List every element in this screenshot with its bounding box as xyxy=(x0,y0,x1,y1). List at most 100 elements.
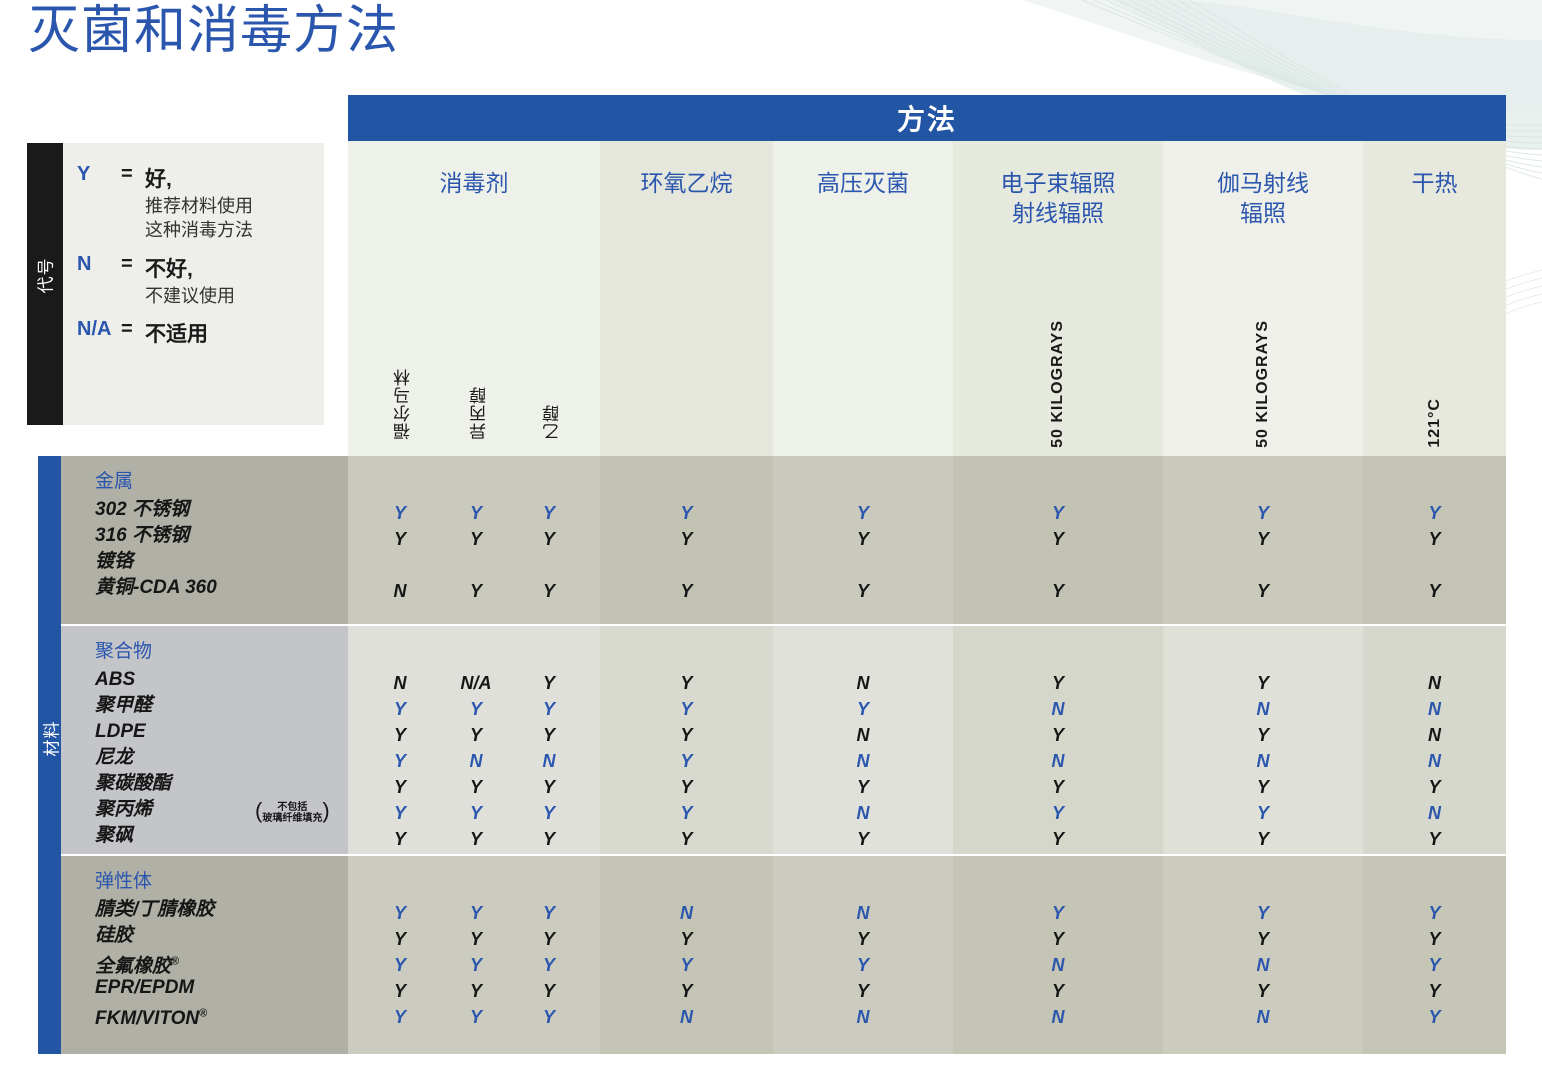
table-cell-value[interactable]: Y xyxy=(393,529,407,549)
table-cell-value[interactable]: N xyxy=(856,725,870,745)
table-cell-value[interactable]: Y xyxy=(856,529,870,549)
table-cell-value[interactable]: Y xyxy=(393,981,407,1001)
material-row-label[interactable]: 硅胶 xyxy=(95,924,134,946)
table-cell-value[interactable]: N xyxy=(1428,699,1441,719)
table-cell-value[interactable]: N xyxy=(856,1007,870,1027)
table-cell-value[interactable]: N xyxy=(1051,751,1065,771)
material-row-label[interactable]: 302 不锈钢 xyxy=(95,498,189,520)
table-cell-value[interactable]: Y xyxy=(393,699,407,719)
table-cell-value[interactable]: Y xyxy=(1051,777,1065,797)
table-cell-value[interactable]: Y xyxy=(856,699,870,719)
table-cell-value[interactable]: N xyxy=(1428,673,1441,693)
table-cell-value[interactable]: Y xyxy=(1428,903,1441,923)
table-cell-value[interactable]: Y xyxy=(542,777,556,797)
table-cell-value[interactable]: Y xyxy=(1051,803,1065,823)
table-cell-value[interactable]: N xyxy=(469,751,483,771)
table-cell-value[interactable]: N xyxy=(1051,699,1065,719)
material-row-label[interactable]: 尼龙 xyxy=(95,746,134,768)
table-cell-value[interactable]: Y xyxy=(542,725,556,745)
table-cell-value[interactable]: Y xyxy=(856,955,870,975)
column-header-dryheat[interactable]: 干热 121°C xyxy=(1363,141,1506,456)
table-cell-value[interactable]: N/A xyxy=(460,673,492,693)
table-cell-value[interactable]: Y xyxy=(393,929,407,949)
table-cell-value[interactable]: Y xyxy=(680,699,693,719)
material-row-label[interactable]: LDPE xyxy=(95,720,146,742)
table-cell-value[interactable]: N xyxy=(856,673,870,693)
table-cell-value[interactable]: Y xyxy=(856,581,870,601)
table-cell-value[interactable]: Y xyxy=(680,777,693,797)
column-header-gamma[interactable]: 伽马射线 辐照 50 KILOGRAYS xyxy=(1163,141,1363,456)
material-row-label[interactable]: ABS xyxy=(95,668,136,690)
table-cell-value[interactable]: Y xyxy=(680,581,693,601)
table-cell-value[interactable]: N xyxy=(856,751,870,771)
table-cell-value[interactable]: Y xyxy=(1256,581,1270,601)
table-cell-value[interactable]: N xyxy=(680,1007,693,1027)
table-cell-value[interactable]: Y xyxy=(469,903,483,923)
table-cell-value[interactable]: Y xyxy=(393,903,407,923)
table-cell-value[interactable]: Y xyxy=(680,803,693,823)
table-cell-value[interactable]: Y xyxy=(1256,929,1270,949)
table-cell-value[interactable]: Y xyxy=(1051,673,1065,693)
table-cell-value[interactable]: Y xyxy=(393,829,407,849)
table-cell-value[interactable]: Y xyxy=(542,529,556,549)
material-row-label[interactable]: FKM/VITON® xyxy=(95,1007,208,1030)
table-cell-value[interactable]: Y xyxy=(1428,929,1441,949)
table-cell-value[interactable]: N xyxy=(393,581,407,601)
table-cell-value[interactable]: Y xyxy=(680,981,693,1001)
table-cell-value[interactable]: Y xyxy=(542,699,556,719)
column-header-autoclave[interactable]: 高压灭菌 xyxy=(773,141,953,456)
table-cell-value[interactable]: Y xyxy=(393,751,407,771)
table-cell-value[interactable]: N xyxy=(856,803,870,823)
table-cell-value[interactable]: Y xyxy=(469,955,483,975)
table-cell-value[interactable]: Y xyxy=(1051,529,1065,549)
table-cell-value[interactable]: Y xyxy=(469,503,483,523)
table-cell-value[interactable]: N xyxy=(542,751,556,771)
table-cell-value[interactable]: Y xyxy=(680,725,693,745)
material-row-label[interactable]: 316 不锈钢 xyxy=(95,524,189,546)
table-cell-value[interactable]: Y xyxy=(680,503,693,523)
column-header-eto[interactable]: 环氧乙烷 xyxy=(600,141,773,456)
table-cell-value[interactable]: Y xyxy=(1428,777,1441,797)
table-cell-value[interactable]: Y xyxy=(1051,903,1065,923)
table-cell-value[interactable]: Y xyxy=(856,981,870,1001)
table-cell-value[interactable]: Y xyxy=(1051,503,1065,523)
table-cell-value[interactable]: N xyxy=(1256,699,1270,719)
table-cell-value[interactable]: Y xyxy=(1256,803,1270,823)
column-header-disinfectant[interactable]: 消毒剂 福尔马林 异丙醇 乙醇 xyxy=(348,141,600,456)
table-cell-value[interactable]: Y xyxy=(856,929,870,949)
table-cell-value[interactable]: N xyxy=(1428,803,1441,823)
table-cell-value[interactable]: N xyxy=(1051,1007,1065,1027)
table-cell-value[interactable]: N xyxy=(1428,751,1441,771)
table-cell-value[interactable]: N xyxy=(680,903,693,923)
table-cell-value[interactable]: Y xyxy=(469,777,483,797)
table-cell-value[interactable]: Y xyxy=(680,673,693,693)
table-cell-value[interactable]: Y xyxy=(1428,829,1441,849)
table-cell-value[interactable]: Y xyxy=(680,829,693,849)
table-cell-value[interactable]: Y xyxy=(469,581,483,601)
table-cell-value[interactable]: Y xyxy=(542,903,556,923)
table-cell-value[interactable]: Y xyxy=(469,529,483,549)
table-cell-value[interactable]: Y xyxy=(1256,829,1270,849)
table-cell-value[interactable]: Y xyxy=(1428,581,1441,601)
table-cell-value[interactable]: Y xyxy=(1256,725,1270,745)
table-cell-value[interactable]: Y xyxy=(469,929,483,949)
table-cell-value[interactable]: Y xyxy=(469,699,483,719)
table-cell-value[interactable]: Y xyxy=(542,929,556,949)
table-cell-value[interactable]: Y xyxy=(1428,955,1441,975)
material-row-label[interactable]: 黄铜-CDA 360 xyxy=(95,576,217,598)
table-cell-value[interactable]: Y xyxy=(393,803,407,823)
material-row-label[interactable]: 聚甲醛 xyxy=(95,694,153,716)
table-cell-value[interactable]: Y xyxy=(856,777,870,797)
table-cell-value[interactable]: Y xyxy=(542,829,556,849)
column-header-ebeam[interactable]: 电子束辐照 射线辐照 50 KILOGRAYS xyxy=(953,141,1163,456)
table-cell-value[interactable]: Y xyxy=(1428,503,1441,523)
table-cell-value[interactable]: Y xyxy=(542,955,556,975)
material-row-label[interactable]: EPR/EPDM xyxy=(95,976,195,998)
table-cell-value[interactable]: Y xyxy=(1051,725,1065,745)
table-cell-value[interactable]: Y xyxy=(856,829,870,849)
table-cell-value[interactable]: Y xyxy=(469,1007,483,1027)
table-cell-value[interactable]: Y xyxy=(856,503,870,523)
table-cell-value[interactable]: Y xyxy=(1428,981,1441,1001)
table-cell-value[interactable]: N xyxy=(1256,955,1270,975)
table-cell-value[interactable]: Y xyxy=(542,503,556,523)
